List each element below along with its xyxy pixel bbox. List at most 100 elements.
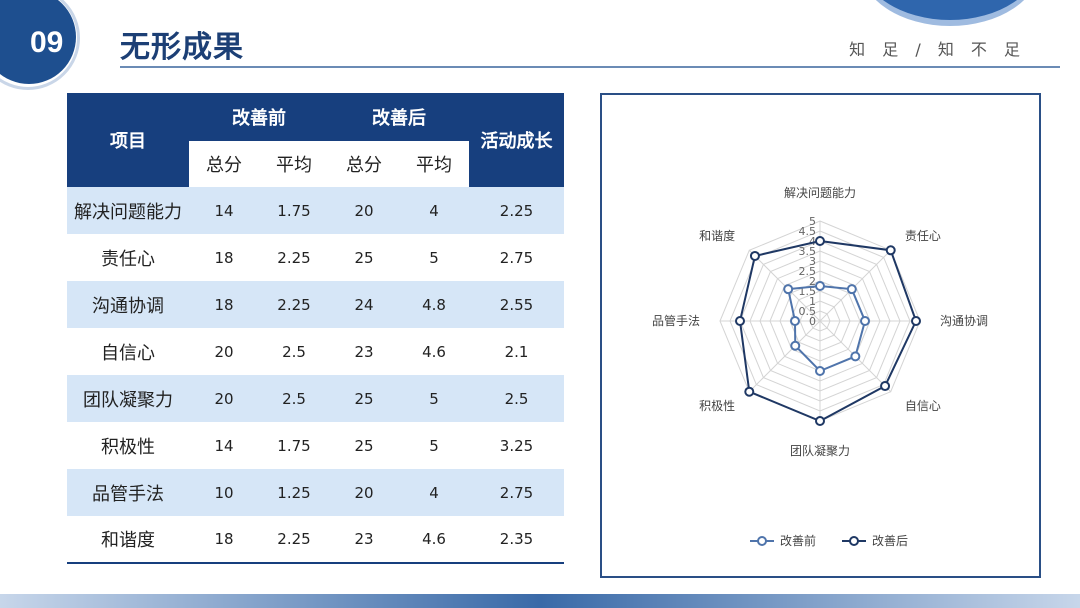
row-name: 品管手法 [67, 469, 189, 516]
radar-category-label: 积极性 [699, 399, 735, 413]
radar-tick-label: 4.5 [799, 225, 817, 238]
growth: 2.1 [469, 328, 564, 375]
radar-tick-label: 3 [809, 255, 816, 268]
row-name: 自信心 [67, 328, 189, 375]
after-avg: 4 [399, 187, 469, 234]
header-growth: 活动成长 [469, 93, 564, 187]
radar-point [850, 351, 861, 362]
before-avg: 1.75 [259, 422, 329, 469]
legend-label: 改善前 [780, 533, 816, 548]
radar-spoke [748, 320, 821, 393]
header-before-avg: 平均 [259, 141, 329, 187]
radar-point [815, 236, 825, 246]
radar-point [815, 366, 825, 376]
badge-ring [0, 0, 80, 90]
radar-category-label: 解决问题能力 [784, 186, 856, 200]
after-total: 20 [329, 187, 399, 234]
before-total: 18 [189, 516, 259, 564]
header-after-total: 总分 [329, 141, 399, 187]
radar-tick-label: 5 [809, 215, 816, 228]
before-avg: 2.25 [259, 234, 329, 281]
radar-spoke [748, 249, 821, 322]
radar-point [815, 416, 825, 426]
radar-tick-label: 0.5 [799, 305, 817, 318]
before-total: 20 [189, 375, 259, 422]
radar-category-label: 沟通协调 [940, 313, 988, 328]
metrics-table: 项目 改善前 改善后 活动成长 总分 平均 总分 平均 解决问题能力 14 1.… [67, 93, 564, 564]
table-row: 和谐度 18 2.25 23 4.6 2.35 [67, 516, 564, 564]
growth: 2.35 [469, 516, 564, 564]
radar-tick-label: 2 [809, 275, 816, 288]
after-avg: 4 [399, 469, 469, 516]
row-name: 沟通协调 [67, 281, 189, 328]
growth: 2.75 [469, 234, 564, 281]
table-row: 自信心 20 2.5 23 4.6 2.1 [67, 328, 564, 375]
before-total: 10 [189, 469, 259, 516]
growth: 2.5 [469, 375, 564, 422]
after-total: 20 [329, 469, 399, 516]
radar-point [860, 316, 870, 326]
after-avg: 4.6 [399, 516, 469, 564]
before-total: 14 [189, 422, 259, 469]
after-avg: 5 [399, 375, 469, 422]
row-name: 责任心 [67, 234, 189, 281]
header-divider [120, 66, 1060, 68]
radar-category-label: 和谐度 [699, 228, 735, 243]
radar-point [749, 250, 760, 261]
before-avg: 2.25 [259, 516, 329, 564]
growth: 2.55 [469, 281, 564, 328]
radar-point [815, 281, 825, 291]
row-name: 解决问题能力 [67, 187, 189, 234]
after-total: 25 [329, 375, 399, 422]
before-avg: 1.25 [259, 469, 329, 516]
radar-tick-label: 1 [809, 295, 816, 308]
after-avg: 5 [399, 234, 469, 281]
header-item: 项目 [67, 93, 189, 187]
radar-point [783, 284, 794, 295]
after-total: 25 [329, 234, 399, 281]
growth: 2.75 [469, 469, 564, 516]
after-total: 23 [329, 516, 399, 564]
bottom-band [0, 594, 1080, 608]
radar-chart-panel: 0 0.5 1 1.5 2 2.5 3 3.5 4 4.5 5 解决问题能力 责任心 沟通协调 自信心 团队凝… [600, 93, 1041, 578]
page-title: 无形成果 [120, 30, 244, 65]
row-name: 团队凝聚力 [67, 375, 189, 422]
row-name: 积极性 [67, 422, 189, 469]
section-number: 09 [30, 26, 64, 59]
radar-category-label: 责任心 [905, 229, 941, 243]
radar-category-label: 自信心 [905, 399, 941, 413]
radar-tick-label: 4 [809, 235, 816, 248]
radar-spoke [819, 249, 892, 322]
before-avg: 2.25 [259, 281, 329, 328]
after-avg: 5 [399, 422, 469, 469]
radar-point [744, 386, 755, 397]
after-avg: 4.6 [399, 328, 469, 375]
header-before-total: 总分 [189, 141, 259, 187]
slogan: 知 足 / 知 不 足 [849, 40, 1026, 59]
before-avg: 2.5 [259, 328, 329, 375]
table-row: 解决问题能力 14 1.75 20 4 2.25 [67, 187, 564, 234]
radar-tick-label: 3.5 [799, 245, 817, 258]
after-total: 25 [329, 422, 399, 469]
table-row: 积极性 14 1.75 25 5 3.25 [67, 422, 564, 469]
row-name: 和谐度 [67, 516, 189, 564]
radar-tick-label: 0 [809, 315, 816, 328]
radar-point [790, 340, 801, 351]
radar-point [790, 316, 800, 326]
growth: 2.25 [469, 187, 564, 234]
table-row: 团队凝聚力 20 2.5 25 5 2.5 [67, 375, 564, 422]
header-before: 改善前 [189, 93, 329, 141]
after-total: 24 [329, 281, 399, 328]
radar-point [911, 316, 921, 326]
after-avg: 4.8 [399, 281, 469, 328]
radar-point [885, 245, 896, 256]
header-after: 改善后 [329, 93, 469, 141]
corner-decoration [860, 0, 1040, 20]
radar-point [846, 284, 857, 295]
table-row: 责任心 18 2.25 25 5 2.75 [67, 234, 564, 281]
radar-tick-label: 2.5 [799, 265, 817, 278]
radar-chart: 00.511.522.533.544.55解决问题能力责任心沟通协调自信心团队凝… [652, 186, 988, 548]
radar-category-label: 品管手法 [652, 313, 700, 328]
table-row: 沟通协调 18 2.25 24 4.8 2.55 [67, 281, 564, 328]
before-total: 18 [189, 234, 259, 281]
